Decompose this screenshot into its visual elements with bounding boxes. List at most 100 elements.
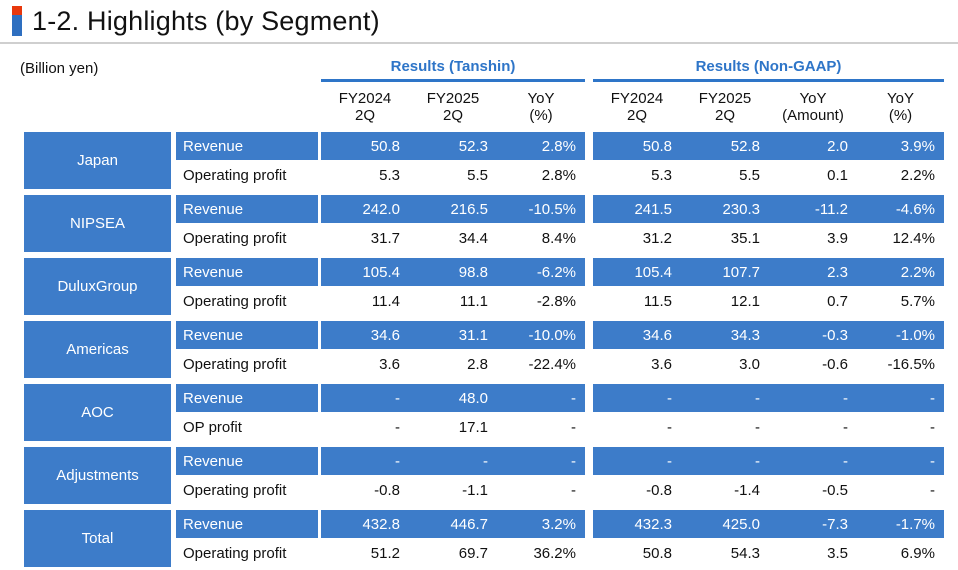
nongaap-revenue-values: 432.3 425.0 -7.3 -1.7% [593,510,944,538]
value-cell: - [571,419,576,436]
table-body: Japan Revenue 50.8 52.3 2.8% 50.8 52.8 2.0 3.… [0,132,958,567]
value-cell: 3.9% [900,137,935,155]
value-cell: 3.6 [379,356,400,373]
value-cell: 52.3 [458,137,488,155]
metric-label-revenue: Revenue [176,258,318,286]
value-cell: - [667,389,672,407]
segment-group: Japan Revenue 50.8 52.3 2.8% 50.8 52.8 2.0 3.… [24,132,945,189]
value-cell: 34.3 [730,326,760,344]
tanshin-op-values: 5.3 5.5 2.8% [321,162,585,189]
metric-label-operating-profit: Operating profit [176,351,318,378]
value-cell: 3.6 [651,356,672,373]
nongaap-revenue-values: 34.6 34.3 -0.3 -1.0% [593,321,944,349]
value-cell: -0.8 [374,482,400,499]
column-header-nongaap-fy2024-2q: FY2024 2Q [610,90,664,124]
value-cell: 432.8 [362,515,400,533]
value-cell: 31.1 [458,326,488,344]
value-cell: 2.2% [900,167,935,184]
value-cell: 0.7 [827,293,848,310]
title-row: 1-2. Highlights (by Segment) [0,0,958,42]
metric-label-operating-profit: Operating profit [176,477,318,504]
value-cell: - [755,452,760,470]
metric-label-revenue: Revenue [176,384,318,412]
column-header-tanshin-yoy-pct: YoY (%) [527,90,555,124]
tanshin-op-values: -0.8 -1.1 - [321,477,585,504]
value-cell: 17.1 [458,419,488,436]
value-cell: 50.8 [642,545,672,562]
value-cell: 11.4 [371,293,400,310]
tanshin-revenue-values: 105.4 98.8 -6.2% [321,258,585,286]
tanshin-revenue-values: 50.8 52.3 2.8% [321,132,585,160]
value-cell: 50.8 [370,137,400,155]
value-cell: -6.2% [536,263,576,281]
value-cell: 35.1 [730,230,760,247]
value-cell: -16.5% [887,356,935,373]
value-cell: 52.8 [730,137,760,155]
value-cell: -1.1 [462,482,488,499]
tanshin-op-values: 3.6 2.8 -22.4% [321,351,585,378]
value-cell: -10.0% [528,326,576,344]
tanshin-op-values: 51.2 69.7 36.2% [321,540,585,567]
value-cell: 105.4 [634,263,672,281]
value-cell: 36.2% [533,545,576,562]
value-cell: - [571,452,576,470]
value-cell: 31.7 [370,230,400,247]
column-header-nongaap-yoy-amount: YoY (Amount) [782,90,844,124]
metric-label-operating-profit: Operating profit [176,288,318,315]
value-cell: - [930,482,935,499]
metric-label-operating-profit: Operating profit [176,162,318,189]
title-divider [0,42,958,44]
nongaap-op-values: -0.8 -1.4 -0.5 - [593,477,944,504]
metric-label-revenue: Revenue [176,510,318,538]
segment-cell: Adjustments [24,447,171,504]
value-cell: 31.2 [642,230,672,247]
value-cell: 2.3 [827,263,848,281]
metric-label-revenue: Revenue [176,447,318,475]
value-cell: 11.1 [459,293,488,310]
value-cell: - [483,452,488,470]
value-cell: -11.2 [814,200,848,218]
nongaap-op-values: 31.2 35.1 3.9 12.4% [593,225,944,252]
value-cell: 69.7 [458,545,488,562]
value-cell: -4.6% [895,200,935,218]
value-cell: 8.4% [541,230,576,247]
segment-group: AOC Revenue -48.0- ---- OP profit -17.1-… [24,384,945,441]
value-cell: -1.4 [734,482,760,499]
value-cell: -1.0% [895,326,935,344]
value-cell: 34.4 [458,230,488,247]
value-cell: 54.3 [730,545,760,562]
value-cell: 242.0 [362,200,400,218]
nongaap-revenue-values: ---- [593,384,944,412]
nongaap-revenue-values: 50.8 52.8 2.0 3.9% [593,132,944,160]
tanshin-op-values: 11.4 11.1 -2.8% [321,288,585,315]
value-cell: 230.3 [722,200,760,218]
value-cell: 432.3 [634,515,672,533]
value-cell: - [755,389,760,407]
value-cell: - [843,419,848,436]
nongaap-op-values: 11.5 12.1 0.7 5.7% [593,288,944,315]
value-cell: - [930,452,935,470]
value-cell: 48.0 [458,389,488,407]
column-header-nongaap-yoy-pct: YoY (%) [887,90,914,124]
value-cell: -2.8% [536,293,576,310]
value-cell: 5.5 [467,167,488,184]
segment-cell: DuluxGroup [24,258,171,315]
metric-label-revenue: Revenue [176,321,318,349]
value-cell: 5.5 [739,167,760,184]
segment-cell: Americas [24,321,171,378]
value-cell: 446.7 [450,515,488,533]
value-cell: 34.6 [642,326,672,344]
value-cell: -7.3 [822,515,848,533]
value-cell: 50.8 [642,137,672,155]
value-cell: 2.8 [467,356,488,373]
value-cell: - [930,419,935,436]
tanshin-revenue-values: 432.8 446.7 3.2% [321,510,585,538]
segment-cell: AOC [24,384,171,441]
value-cell: 425.0 [722,515,760,533]
segment-group: DuluxGroup Revenue 105.4 98.8 -6.2% 105.4 1… [24,258,945,315]
value-cell: 6.9% [900,545,935,562]
nongaap-op-values: 50.8 54.3 3.5 6.9% [593,540,944,567]
value-cell: 5.3 [651,167,672,184]
metric-label-operating-profit: Operating profit [176,225,318,252]
value-cell: 241.5 [634,200,672,218]
